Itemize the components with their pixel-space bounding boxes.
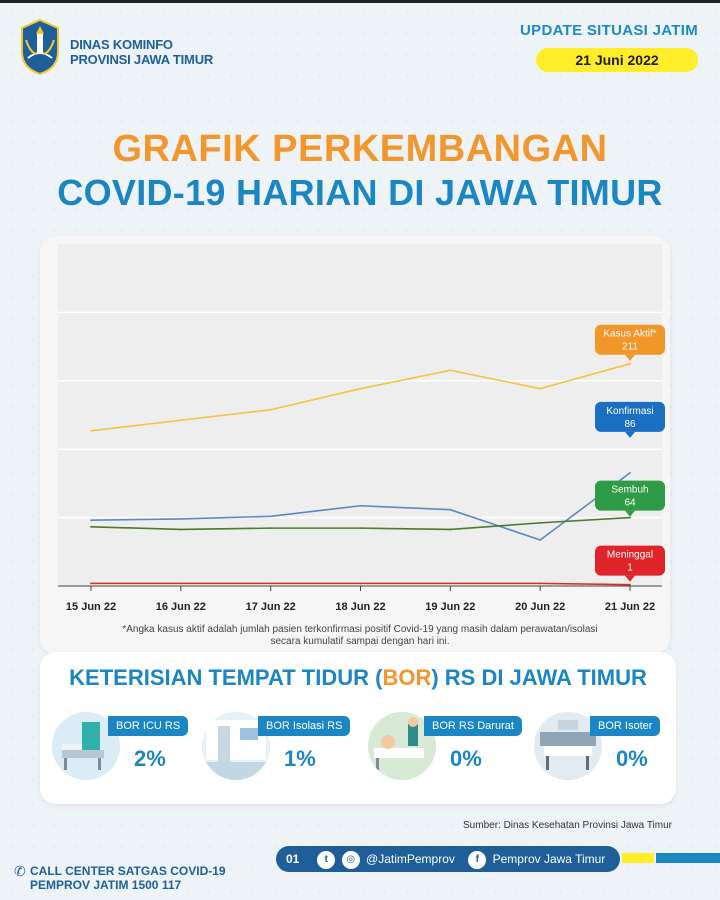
series-point-2 — [90, 525, 92, 528]
call-center-line2: PEMPROV JATIM 1500 117 — [30, 878, 182, 892]
x-tick-label: 17 Jun 22 — [246, 601, 296, 613]
series-point-1 — [269, 515, 272, 518]
bor-darurat-label: BOR RS Darurat — [424, 716, 522, 736]
jatim-emblem-icon — [21, 18, 59, 76]
series-point-3 — [629, 583, 631, 586]
call-center-line1: CALL CENTER SATGAS COVID-19 — [30, 864, 226, 878]
callout-value-0: 211 — [622, 342, 638, 353]
callout-pointer-2 — [625, 510, 635, 517]
callout-value-1: 86 — [624, 419, 636, 430]
callout-name-3: Meninggal — [607, 550, 653, 561]
series-point-2 — [539, 521, 542, 524]
callout-name-0: Kasus Aktif* — [603, 329, 656, 340]
callout-box-3 — [595, 545, 665, 576]
org-line2: PROVINSI JAWA TIMUR — [70, 52, 214, 67]
bor-title-post: ) RS DI JAWA TIMUR — [431, 665, 647, 690]
page-number: 01 — [286, 852, 300, 866]
update-title: UPDATE SITUASI JATIM — [520, 22, 698, 39]
callout-name-1: Konfirmasi — [606, 406, 653, 417]
date-badge: 21 Juni 2022 — [536, 48, 698, 72]
series-point-3 — [449, 582, 452, 585]
series-point-3 — [90, 582, 92, 585]
callout-value-2: 64 — [624, 498, 636, 509]
bor-isoter-value: 0% — [616, 746, 648, 771]
series-point-1 — [539, 539, 542, 541]
bor-icu: BOR ICU RS 2% — [52, 712, 202, 780]
bor-darurat: BOR RS Darurat 0% — [368, 712, 522, 780]
bor-icu-label: BOR ICU RS — [108, 716, 189, 736]
top-border — [0, 0, 720, 3]
facebook-icon[interactable]: f — [468, 850, 487, 869]
series-point-1 — [449, 508, 452, 511]
callout-box-2 — [595, 480, 665, 511]
social-handle[interactable]: @JatimPemprov — [366, 852, 455, 866]
bor-isoter: BOR Isoter 0% — [534, 712, 684, 780]
series-point-1 — [179, 518, 182, 520]
series-point-0 — [269, 408, 272, 411]
series-point-0 — [179, 419, 182, 422]
line-chart: 15 Jun 22 16 Jun 22 17 Jun 22 18 Jun 22 19 J… — [58, 244, 665, 613]
instagram-icon[interactable]: ◎ — [341, 850, 360, 869]
series-point-3 — [269, 582, 272, 585]
series-point-2 — [449, 528, 452, 531]
callout-box-0 — [595, 324, 665, 355]
series-point-1 — [359, 504, 362, 507]
bor-title-highlight: BOR — [382, 665, 432, 690]
series-point-3 — [179, 582, 182, 585]
bor-icu-value: 2% — [134, 746, 166, 771]
callout-pointer-3 — [625, 575, 635, 582]
chart-footnote: *Angka kasus aktif adalah jumlah pasien … — [60, 624, 660, 648]
org-line1: DINAS KOMINFO — [70, 37, 173, 52]
x-tick-label: 19 Jun 22 — [425, 601, 475, 613]
chart-footnote-line2: secara kumulatif sampai dengan hari ini. — [270, 636, 450, 647]
bor-isolasi-value: 1% — [284, 746, 316, 771]
bor-title: KETERISIAN TEMPAT TIDUR (BOR) RS DI JAWA… — [40, 665, 676, 691]
x-tick-label: 18 Jun 22 — [335, 601, 385, 613]
facebook-page[interactable]: Pemprov Jawa Timur — [492, 852, 606, 866]
x-tick-label: 21 Jun 22 — [605, 601, 655, 613]
organization-name: DINAS KOMINFO PROVINSI JAWA TIMUR — [70, 37, 213, 67]
bor-isoter-label: BOR Isoter — [590, 716, 661, 736]
callout-pointer-1 — [625, 431, 635, 438]
series-point-0 — [359, 387, 362, 390]
series-point-3 — [359, 582, 362, 585]
bor-title-pre: KETERISIAN TEMPAT TIDUR ( — [69, 665, 383, 690]
callout-name-2: Sembuh — [611, 485, 648, 496]
series-point-2 — [269, 527, 272, 530]
callout-box-1 — [595, 401, 665, 432]
main-title-line2: COVID-19 HARIAN DI JAWA TIMUR — [57, 172, 663, 213]
series-point-2 — [359, 527, 362, 530]
main-title-line1: GRAFIK PERKEMBANGAN — [112, 128, 608, 170]
decor-stripe-yellow — [622, 853, 654, 863]
bor-isolasi: BOR Isolasi RS 1% — [202, 712, 352, 780]
series-point-2 — [179, 528, 182, 531]
series-point-0 — [539, 387, 542, 390]
bor-isolasi-label: BOR Isolasi RS — [258, 716, 351, 736]
x-tick-label: 20 Jun 22 — [515, 601, 565, 613]
social-bar: 01 t ◎ @JatimPemprov f Pemprov Jawa Timu… — [276, 846, 620, 872]
series-point-1 — [90, 519, 92, 522]
x-tick-label: 16 Jun 22 — [156, 601, 206, 613]
callout-pointer-0 — [625, 354, 635, 361]
series-point-2 — [629, 516, 631, 519]
x-tick-label: 15 Jun 22 — [66, 601, 116, 613]
twitter-icon[interactable]: t — [317, 850, 336, 869]
series-point-0 — [90, 429, 92, 432]
series-point-0 — [449, 369, 452, 372]
series-point-3 — [539, 582, 542, 585]
series-point-0 — [629, 362, 631, 365]
series-point-1 — [629, 471, 631, 474]
bor-darurat-value: 0% — [450, 746, 482, 771]
decor-stripe-blue — [656, 853, 720, 863]
call-center: ✆ CALL CENTER SATGAS COVID-19 PEMPROV JAT… — [14, 864, 226, 892]
plot-area — [58, 244, 662, 586]
callout-value-3: 1 — [627, 563, 633, 574]
source-note: Sumber: Dinas Kesehatan Provinsi Jawa Ti… — [463, 820, 672, 831]
chart-footnote-line1: *Angka kasus aktif adalah jumlah pasien … — [122, 624, 598, 635]
phone-icon: ✆ — [14, 863, 26, 879]
